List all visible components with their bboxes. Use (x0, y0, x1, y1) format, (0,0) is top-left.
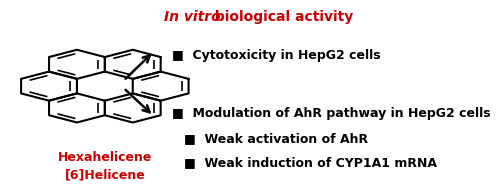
Text: ■  Cytotoxicity in HepG2 cells: ■ Cytotoxicity in HepG2 cells (172, 49, 380, 62)
Text: In vitro: In vitro (164, 10, 220, 24)
Text: ■  Weak activation of AhR: ■ Weak activation of AhR (184, 132, 368, 145)
Text: Hexahelicene: Hexahelicene (58, 151, 152, 164)
Text: ■  Modulation of AhR pathway in HepG2 cells: ■ Modulation of AhR pathway in HepG2 cel… (172, 107, 490, 120)
Text: [6]Helicene: [6]Helicene (64, 169, 145, 182)
Text: ■  Weak induction of CYP1A1 mRNA: ■ Weak induction of CYP1A1 mRNA (184, 156, 437, 169)
Text: biological activity: biological activity (210, 10, 353, 24)
